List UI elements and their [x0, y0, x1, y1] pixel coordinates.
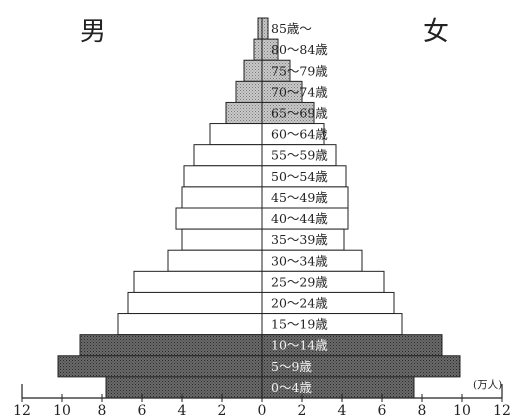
age-label-12: 25～29歳	[271, 274, 328, 289]
age-label-11: 30～34歳	[271, 253, 328, 268]
age-labels-group: 85歳～ 80～84歳 75～79歳 70～74歳 65～69歳 60～64歳 55～59歳…	[271, 21, 328, 395]
x-tick-label-10: 8	[418, 403, 427, 419]
bar-male-1	[253, 38, 263, 61]
bar-male-13	[127, 291, 263, 315]
bar-male-11	[167, 249, 263, 272]
x-tick-label-9: 6	[378, 403, 387, 419]
bars-group	[57, 17, 461, 399]
age-label-7: 50～54歳	[271, 169, 328, 184]
bar-male-2	[243, 59, 263, 82]
age-label-5: 60～64歳	[271, 127, 328, 142]
bar-male-15	[79, 334, 263, 357]
unit-label: (万人)	[473, 379, 502, 391]
age-label-9: 40～44歳	[271, 211, 328, 226]
x-tick-label-7: 2	[298, 403, 307, 419]
age-label-8: 45～49歳	[271, 190, 328, 205]
male-label: 男	[80, 17, 106, 47]
x-tick-label-11: 10	[453, 403, 471, 419]
x-tick-label-5: 2	[218, 403, 227, 419]
bar-male-4	[225, 101, 263, 125]
x-tick-label-12: 12	[493, 403, 511, 419]
bar-male-7	[183, 165, 263, 188]
bar-male-10	[181, 228, 263, 251]
x-tick-label-4: 4	[178, 403, 187, 419]
age-label-14: 15～19歳	[271, 317, 328, 332]
age-label-2: 75～79歳	[271, 63, 328, 78]
age-label-6: 55～59歳	[271, 148, 328, 163]
age-label-4: 65～69歳	[271, 106, 328, 121]
age-label-10: 35～39歳	[271, 232, 328, 247]
bar-male-14	[117, 313, 263, 336]
x-ticks-group: 12 10 8 6 4 2 0 2 4 6 8 10 12	[13, 394, 511, 419]
x-tick-label-6: 0	[258, 403, 267, 419]
x-tick-label-2: 8	[98, 403, 107, 419]
bar-male-12	[133, 270, 263, 293]
bar-male-8	[181, 186, 263, 209]
x-tick-label-3: 6	[138, 403, 147, 419]
age-label-17: 0～4歳	[271, 380, 312, 395]
female-label: 女	[423, 17, 449, 47]
bar-male-6	[193, 144, 263, 167]
bar-male-16	[57, 355, 263, 378]
bar-male-17	[105, 376, 263, 399]
age-label-3: 70～74歳	[271, 84, 328, 99]
age-label-15: 10～14歳	[271, 338, 328, 353]
bar-male-9	[175, 207, 263, 230]
age-label-0: 85歳～	[271, 21, 312, 36]
bar-male-3	[235, 80, 263, 103]
age-label-13: 20～24歳	[271, 296, 328, 311]
bar-female-0	[261, 17, 269, 40]
x-tick-label-0: 12	[13, 403, 31, 419]
age-label-1: 80～84歳	[271, 42, 328, 57]
x-tick-label-8: 4	[338, 403, 347, 419]
age-label-16: 5～9歳	[271, 359, 312, 374]
x-tick-label-1: 10	[53, 403, 71, 419]
bar-male-0	[257, 17, 263, 40]
bar-male-5	[209, 123, 263, 146]
